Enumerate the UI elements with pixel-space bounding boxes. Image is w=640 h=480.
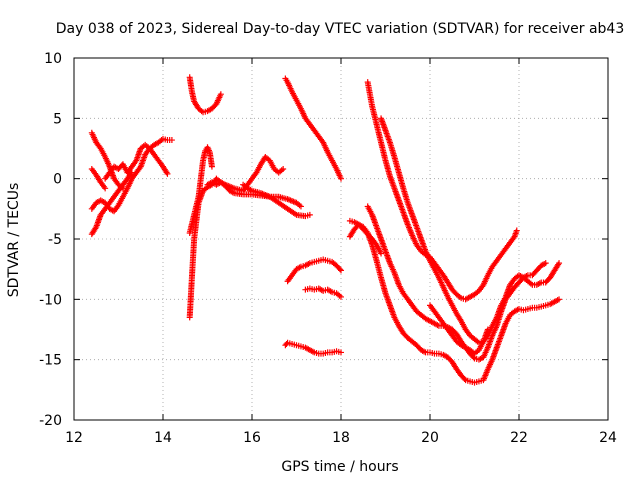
series-arc-14 [282, 339, 344, 357]
series-markers [302, 285, 344, 300]
series-markers [102, 135, 175, 182]
series-arc-6 [186, 74, 224, 116]
series-arc-15 [364, 79, 520, 303]
y-tick-labels: -20 -15 -10 -5 0 5 10 [39, 51, 62, 429]
x-tick-label: 12 [65, 430, 83, 446]
series-markers [240, 181, 313, 220]
y-tick-label: -10 [39, 292, 62, 308]
series-arc-18 [346, 217, 563, 386]
x-axis-label: GPS time / hours [281, 459, 398, 475]
x-tick-label: 24 [599, 430, 617, 446]
series-markers [346, 217, 563, 386]
y-tick-label: -5 [48, 232, 62, 248]
series-markers [282, 339, 344, 357]
x-tick-label: 18 [332, 430, 350, 446]
series-arc-11 [282, 75, 344, 182]
series-markers [346, 221, 385, 257]
y-tick-label: -20 [39, 413, 62, 429]
y-tick-label: -15 [39, 353, 62, 369]
data-markers [88, 74, 563, 386]
series-markers [88, 166, 109, 192]
series-markers [282, 75, 344, 182]
series-arc-20 [427, 302, 491, 357]
y-tick-label: 10 [44, 51, 62, 67]
x-tick-labels: 12 14 16 18 20 22 24 [65, 430, 617, 446]
series-markers [186, 74, 224, 116]
grid-lines [74, 58, 608, 420]
chart-title: Day 038 of 2023, Sidereal Day-to-day VTE… [56, 21, 625, 37]
x-tick-label: 22 [510, 430, 528, 446]
y-tick-label: 0 [53, 172, 62, 188]
axis-ticks [73, 57, 609, 421]
x-tick-label: 14 [154, 430, 172, 446]
series-arc-19 [346, 221, 385, 257]
series-arc-8 [186, 144, 215, 236]
series-markers [186, 144, 215, 236]
series-arc-12 [284, 256, 344, 285]
series-arc-13 [302, 285, 344, 300]
y-axis-label: SDTVAR / TECUs [6, 183, 22, 298]
series-arc-10 [240, 181, 313, 220]
series-arc-5 [102, 135, 175, 182]
series-markers [364, 79, 520, 303]
series-markers [284, 256, 344, 285]
series-arc-2 [88, 166, 109, 192]
y-tick-label: 5 [53, 111, 62, 127]
x-tick-label: 20 [421, 430, 439, 446]
series-markers [427, 302, 491, 357]
x-tick-label: 16 [243, 430, 261, 446]
